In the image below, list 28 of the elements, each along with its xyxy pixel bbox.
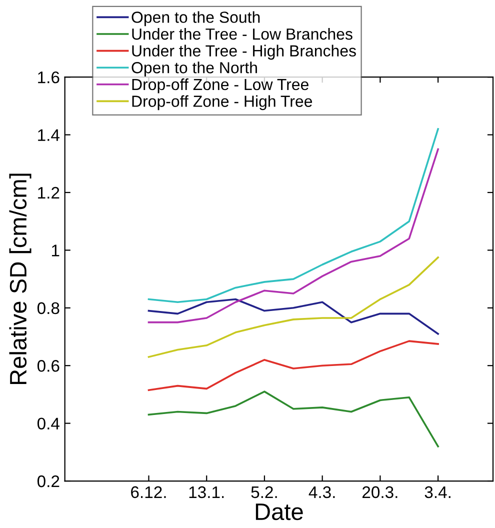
x-tick-label: 5.2. [251, 486, 277, 498]
y-tick-label: 1.2 [38, 186, 60, 199]
line-series [148, 390, 439, 448]
legend-label: Under the Tree - Low Branches [132, 28, 352, 40]
y-tick-label: 1 [52, 244, 60, 256]
y-axis-title: Relative SD [cm/cm] [9, 174, 32, 384]
line-series [148, 128, 439, 304]
legend-label: Open to the North [132, 62, 257, 76]
x-tick-label: 6.12. [131, 486, 166, 498]
y-tick-label: 1.6 [38, 71, 60, 84]
y-tick-label: 0.4 [37, 418, 60, 430]
legend-label: Drop-off Zone - Low Tree [132, 78, 308, 94]
line-series [148, 148, 439, 324]
y-tick-label: 0.2 [37, 475, 60, 488]
y-tick-label: 0.6 [37, 360, 60, 372]
line-series [148, 256, 439, 358]
legend-label: Under the Tree - High Branches [132, 44, 356, 60]
x-tick-label: 20.3. [362, 486, 398, 498]
y-tick-label: 1.4 [38, 129, 60, 141]
x-tick-label: 4.3. [308, 486, 335, 498]
x-axis-title: Date [256, 504, 303, 520]
x-tick-label: 13.1. [189, 486, 224, 498]
x-tick-label: 3.4. [424, 486, 450, 498]
legend-label: Drop-off Zone - High Tree [132, 95, 312, 110]
line-series [148, 340, 439, 392]
legend-label: Open to the South [132, 11, 260, 26]
y-tick-label: 0.8 [37, 302, 60, 314]
line-series [148, 298, 439, 335]
